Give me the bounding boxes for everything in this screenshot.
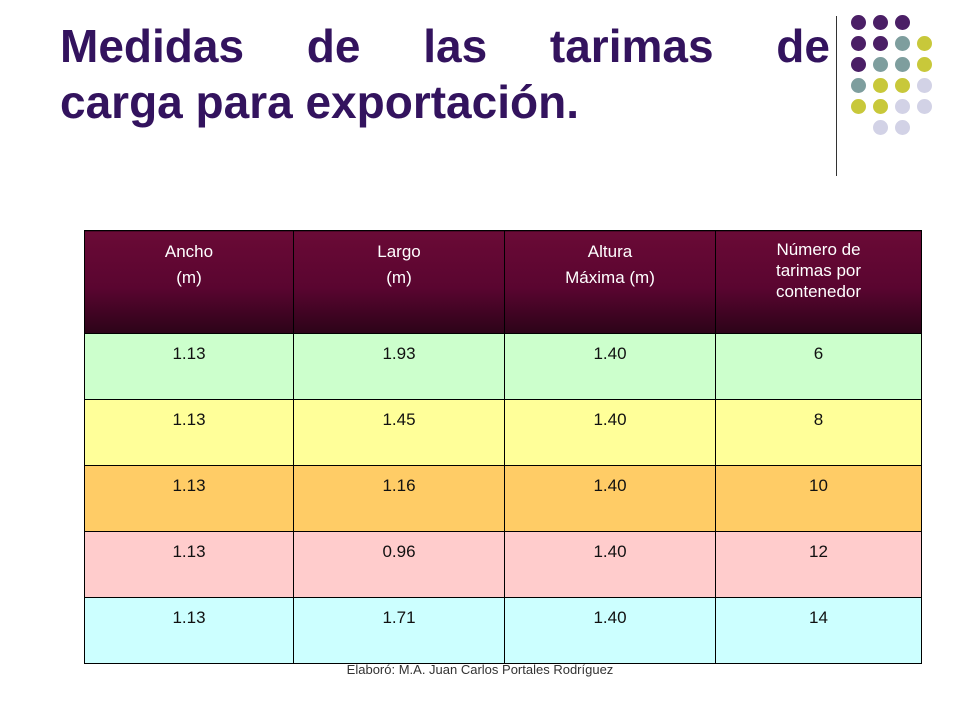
decorative-dot-grid <box>0 0 960 180</box>
footer-credit: Elaboró: M.A. Juan Carlos Portales Rodrí… <box>346 662 614 677</box>
table-cell: 1.40 <box>504 333 716 400</box>
header-numero-tarimas: Número de tarimas por contenedor <box>715 230 922 334</box>
table-row: 1.13 1.16 1.40 10 <box>84 465 922 532</box>
decorative-dot <box>895 78 910 93</box>
table-row: 1.13 0.96 1.40 12 <box>84 531 922 598</box>
decorative-dot <box>917 36 932 51</box>
table-cell: 1.40 <box>504 597 716 664</box>
decorative-dot <box>873 57 888 72</box>
header-altura: Altura Máxima (m) <box>504 230 716 334</box>
table-cell: 6 <box>715 333 922 400</box>
table-cell: 1.40 <box>504 465 716 532</box>
decorative-dot <box>873 78 888 93</box>
table-header-row: Ancho (m) Largo (m) Altura Máxima (m) Númer… <box>84 230 922 334</box>
decorative-dot <box>917 99 932 114</box>
decorative-divider <box>836 16 837 176</box>
table-cell: 1.40 <box>504 531 716 598</box>
decorative-dot <box>895 120 910 135</box>
slide-title: Medidas de las tarimas de carga para exp… <box>60 18 830 130</box>
decorative-dot <box>851 15 866 30</box>
pallet-dimensions-table: Ancho (m) Largo (m) Altura Máxima (m) Númer… <box>84 230 922 664</box>
table-row: 1.13 1.71 1.40 14 <box>84 597 922 664</box>
decorative-dot <box>873 15 888 30</box>
decorative-dot <box>851 99 866 114</box>
decorative-dot <box>851 57 866 72</box>
header-ancho: Ancho (m) <box>84 230 294 334</box>
table-cell: 14 <box>715 597 922 664</box>
decorative-dot <box>895 57 910 72</box>
decorative-dot <box>895 99 910 114</box>
decorative-dot <box>873 120 888 135</box>
decorative-dot <box>917 57 932 72</box>
table-cell: 12 <box>715 531 922 598</box>
decorative-dot <box>895 36 910 51</box>
decorative-dot <box>873 36 888 51</box>
decorative-dot <box>873 99 888 114</box>
table-cell: 1.13 <box>84 597 294 664</box>
table-cell: 8 <box>715 399 922 466</box>
table-cell: 1.13 <box>84 465 294 532</box>
slide-title-line-1: Medidas de las tarimas de <box>60 20 830 72</box>
table-cell: 10 <box>715 465 922 532</box>
decorative-dot <box>851 36 866 51</box>
decorative-dot <box>851 78 866 93</box>
table-row: 1.13 1.45 1.40 8 <box>84 399 922 466</box>
header-largo: Largo (m) <box>293 230 505 334</box>
table-cell: 1.16 <box>293 465 505 532</box>
table-cell: 1.13 <box>84 333 294 400</box>
table-cell: 1.13 <box>84 531 294 598</box>
slide-title-line-2: carga para exportación. <box>60 76 579 128</box>
table-cell: 0.96 <box>293 531 505 598</box>
table-cell: 1.71 <box>293 597 505 664</box>
decorative-dot <box>895 15 910 30</box>
table-cell: 1.93 <box>293 333 505 400</box>
table-row: 1.13 1.93 1.40 6 <box>84 333 922 400</box>
table-cell: 1.40 <box>504 399 716 466</box>
decorative-dot <box>917 78 932 93</box>
table-cell: 1.13 <box>84 399 294 466</box>
table-cell: 1.45 <box>293 399 505 466</box>
